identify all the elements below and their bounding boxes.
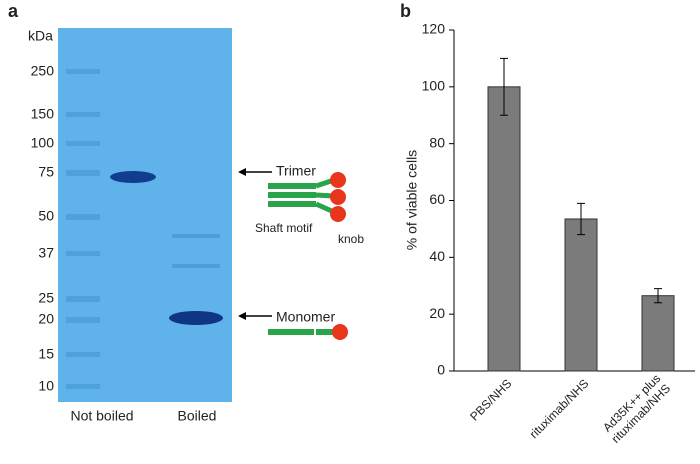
y-tick-label: 20 xyxy=(429,305,445,321)
monomer-label: Monomer xyxy=(276,309,335,325)
error-bar xyxy=(577,202,585,236)
x-tick-label: Ad35K++ plusrituximab/NHS xyxy=(599,372,674,447)
shaft-label: Shaft motif xyxy=(255,221,313,235)
ladder xyxy=(66,69,100,389)
knob-label: knob xyxy=(338,232,364,246)
bar xyxy=(641,295,675,372)
y-tick-label: 60 xyxy=(429,191,445,207)
y-tick-label: 0 xyxy=(437,362,445,378)
marker-label: 25 xyxy=(38,290,54,306)
y-tick-label: 120 xyxy=(422,21,446,37)
bar xyxy=(487,86,521,372)
y-axis-title: % of viable cells xyxy=(404,150,420,250)
marker-label: 150 xyxy=(31,106,55,122)
y-tick-label: 80 xyxy=(429,134,445,150)
marker-label: 37 xyxy=(38,245,54,261)
monomer-schematic xyxy=(268,324,348,340)
x-tick-label: rituximab/NHS xyxy=(527,376,592,441)
panel-label: a xyxy=(8,1,19,21)
marker-label: 75 xyxy=(38,164,54,180)
faint-band xyxy=(172,264,220,268)
arrows xyxy=(242,171,272,317)
marker-label: 10 xyxy=(38,378,54,394)
trimer-label: Trimer xyxy=(276,163,316,179)
error-bar xyxy=(654,288,662,304)
bar xyxy=(564,218,598,372)
x-tick-label: PBS/NHS xyxy=(467,376,514,423)
panel-label: b xyxy=(400,1,411,21)
lane-label: Boiled xyxy=(178,408,217,424)
marker-label: 15 xyxy=(38,346,54,362)
y-tick-label: 100 xyxy=(422,78,446,94)
marker-label: 20 xyxy=(38,311,54,327)
trimer-schematic xyxy=(268,172,346,222)
marker-label: 50 xyxy=(38,208,54,224)
faint-band xyxy=(172,234,220,238)
marker-label: 100 xyxy=(31,135,55,151)
trimer-band xyxy=(110,171,156,183)
arrowheads xyxy=(238,168,246,320)
unit-label: kDa xyxy=(28,28,53,44)
marker-label: 250 xyxy=(31,63,55,79)
monomer-band xyxy=(169,311,223,325)
lane-label: Not boiled xyxy=(70,408,133,424)
error-bar xyxy=(500,57,508,116)
y-tick-label: 40 xyxy=(429,248,445,264)
